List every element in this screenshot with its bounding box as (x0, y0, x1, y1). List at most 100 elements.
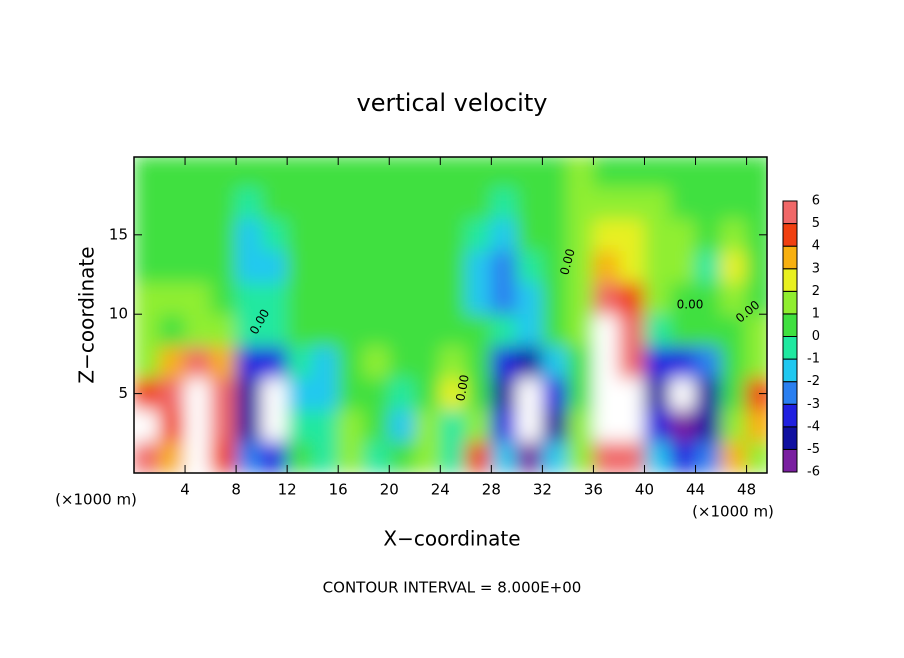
field-cell (695, 186, 722, 220)
field-cell (567, 408, 594, 442)
field-cell (618, 157, 645, 188)
field-cell (261, 157, 288, 188)
field-cell (159, 408, 186, 442)
field-cell (363, 281, 390, 315)
field-cell (669, 440, 697, 473)
colorbar-label: -6 (807, 465, 820, 480)
field-cell (541, 186, 569, 220)
field-cell (388, 250, 416, 283)
y-tick-label: 10 (109, 305, 128, 323)
field-cell (312, 313, 339, 347)
field-cell (541, 345, 569, 379)
field-cell (363, 408, 390, 442)
field-cell (695, 345, 722, 379)
field-cell (720, 313, 748, 347)
field-cell (618, 440, 645, 473)
field-cell (414, 377, 441, 410)
field-cell (516, 281, 543, 315)
field-cell (363, 345, 390, 379)
field-cell (490, 186, 518, 220)
colorbar-swatch (782, 381, 798, 405)
field-cell (695, 281, 722, 315)
field-cell (261, 250, 288, 283)
field-cell (567, 313, 594, 347)
field-cell (312, 250, 339, 283)
field-cell (465, 345, 492, 379)
field-cell (134, 440, 161, 473)
field-cell (567, 281, 594, 315)
field-cell (746, 408, 767, 442)
field-cell (312, 157, 339, 188)
colorbar-label: -4 (807, 419, 820, 434)
field-cell (261, 281, 288, 315)
field-cell (414, 281, 441, 315)
field-cell (184, 218, 212, 252)
field-cell (541, 377, 569, 410)
field-cell (312, 377, 339, 410)
field-cell (184, 377, 212, 410)
field-cell (363, 250, 390, 283)
field-cell (261, 313, 288, 347)
field-cell (210, 218, 237, 252)
y-tick-label: 5 (118, 384, 128, 402)
field-cell (592, 345, 620, 379)
field-cell (286, 313, 314, 347)
x-tick-label: 32 (533, 481, 552, 499)
field-cell (643, 281, 671, 315)
field-cell (490, 377, 518, 410)
field-cell (134, 408, 161, 442)
field-cell (439, 313, 467, 347)
field-cell (388, 408, 416, 442)
field-cell (414, 157, 441, 188)
field-cell (669, 157, 697, 188)
field-cell (337, 345, 365, 379)
colorbar-label: 4 (812, 239, 820, 254)
field-cell (261, 218, 288, 252)
field-cell (465, 186, 492, 220)
field-cell (210, 408, 237, 442)
field-cell (643, 250, 671, 283)
field-cell (695, 313, 722, 347)
contour-label: 0.00 (677, 298, 704, 312)
field-cell (210, 313, 237, 347)
field-cell (669, 250, 697, 283)
field-cell (159, 186, 186, 220)
field-cell (516, 408, 543, 442)
field-cell (414, 408, 441, 442)
field-cell (541, 281, 569, 315)
field-cell (184, 281, 212, 315)
field-cell (414, 186, 441, 220)
field-cell (159, 345, 186, 379)
field-cell (286, 157, 314, 188)
field-cell (567, 157, 594, 188)
field-cell (720, 186, 748, 220)
colorbar-swatch (782, 268, 798, 292)
field-cell (643, 157, 671, 188)
colorbar-swatch (782, 358, 798, 383)
field-cell (439, 377, 467, 410)
field-cell (312, 408, 339, 442)
field-cell (312, 218, 339, 252)
chart-title: vertical velocity (357, 89, 548, 117)
field-cell (643, 440, 671, 473)
plot-frame (133, 156, 768, 474)
colorbar-swatch (782, 426, 798, 450)
field-cell (184, 408, 212, 442)
field-cell (414, 250, 441, 283)
field-cell (134, 157, 161, 188)
field-cell (159, 440, 186, 473)
contour-label: 0.00 (557, 247, 577, 276)
field-cell (312, 186, 339, 220)
field-cell (592, 186, 620, 220)
field-cell (363, 377, 390, 410)
field-cell (592, 377, 620, 410)
field-cell (567, 186, 594, 220)
field-cell (337, 408, 365, 442)
footer: CONTOUR INTERVAL = 8.000E+00 (323, 579, 582, 597)
field-cell (286, 250, 314, 283)
field-cell (159, 377, 186, 410)
field-cell (465, 408, 492, 442)
field-cell (235, 157, 263, 188)
field-cell (541, 250, 569, 283)
